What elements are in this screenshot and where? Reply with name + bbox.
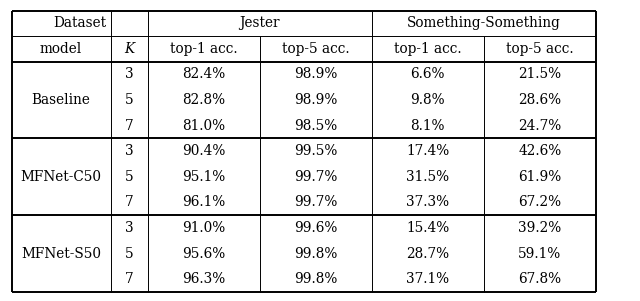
- Text: 39.2%: 39.2%: [518, 221, 561, 235]
- Text: 7: 7: [125, 272, 134, 286]
- Text: Something-Something: Something-Something: [407, 16, 561, 30]
- Text: 99.8%: 99.8%: [294, 247, 337, 261]
- Text: Dataset: Dataset: [53, 16, 106, 30]
- Text: 67.2%: 67.2%: [518, 195, 561, 209]
- Text: 95.1%: 95.1%: [182, 170, 225, 184]
- Text: 61.9%: 61.9%: [518, 170, 561, 184]
- Text: 5: 5: [125, 93, 134, 107]
- Text: 7: 7: [125, 119, 134, 133]
- Text: 99.7%: 99.7%: [294, 195, 337, 209]
- Text: 24.7%: 24.7%: [518, 119, 561, 133]
- Text: 99.5%: 99.5%: [294, 144, 337, 158]
- Text: top-1 acc.: top-1 acc.: [170, 42, 237, 56]
- Text: top-1 acc.: top-1 acc.: [394, 42, 461, 56]
- Text: 15.4%: 15.4%: [406, 221, 449, 235]
- Text: 96.3%: 96.3%: [182, 272, 225, 286]
- Text: MFNet-C50: MFNet-C50: [20, 170, 102, 184]
- Text: 99.6%: 99.6%: [294, 221, 337, 235]
- Text: Jester: Jester: [239, 16, 280, 30]
- Text: MFNet-S50: MFNet-S50: [21, 247, 101, 261]
- Text: 28.6%: 28.6%: [518, 93, 561, 107]
- Text: 59.1%: 59.1%: [518, 247, 561, 261]
- Text: 90.4%: 90.4%: [182, 144, 225, 158]
- Text: 67.8%: 67.8%: [518, 272, 561, 286]
- Text: 6.6%: 6.6%: [411, 67, 445, 82]
- Text: 8.1%: 8.1%: [411, 119, 445, 133]
- Text: 99.8%: 99.8%: [294, 272, 337, 286]
- Text: 98.9%: 98.9%: [294, 93, 337, 107]
- Text: 82.8%: 82.8%: [182, 93, 225, 107]
- Text: 3: 3: [125, 144, 134, 158]
- Text: 96.1%: 96.1%: [182, 195, 225, 209]
- Text: 37.1%: 37.1%: [406, 272, 449, 286]
- Text: 5: 5: [125, 247, 134, 261]
- Text: 17.4%: 17.4%: [406, 144, 449, 158]
- Text: 98.9%: 98.9%: [294, 67, 337, 82]
- Text: top-5 acc.: top-5 acc.: [506, 42, 573, 56]
- Text: 7: 7: [125, 195, 134, 209]
- Text: top-5 acc.: top-5 acc.: [282, 42, 349, 56]
- Text: model: model: [40, 42, 83, 56]
- Text: 31.5%: 31.5%: [406, 170, 449, 184]
- Text: 99.7%: 99.7%: [294, 170, 337, 184]
- Text: Baseline: Baseline: [32, 93, 90, 107]
- Text: 91.0%: 91.0%: [182, 221, 225, 235]
- Text: 98.5%: 98.5%: [294, 119, 337, 133]
- Text: 5: 5: [125, 170, 134, 184]
- Text: 21.5%: 21.5%: [518, 67, 561, 82]
- Text: K: K: [124, 42, 134, 56]
- Text: 81.0%: 81.0%: [182, 119, 225, 133]
- Text: 82.4%: 82.4%: [182, 67, 225, 82]
- Text: 3: 3: [125, 67, 134, 82]
- Text: 3: 3: [125, 221, 134, 235]
- Text: 42.6%: 42.6%: [518, 144, 561, 158]
- Text: 28.7%: 28.7%: [406, 247, 449, 261]
- Text: 95.6%: 95.6%: [182, 247, 225, 261]
- Text: 9.8%: 9.8%: [410, 93, 445, 107]
- Text: 37.3%: 37.3%: [406, 195, 449, 209]
